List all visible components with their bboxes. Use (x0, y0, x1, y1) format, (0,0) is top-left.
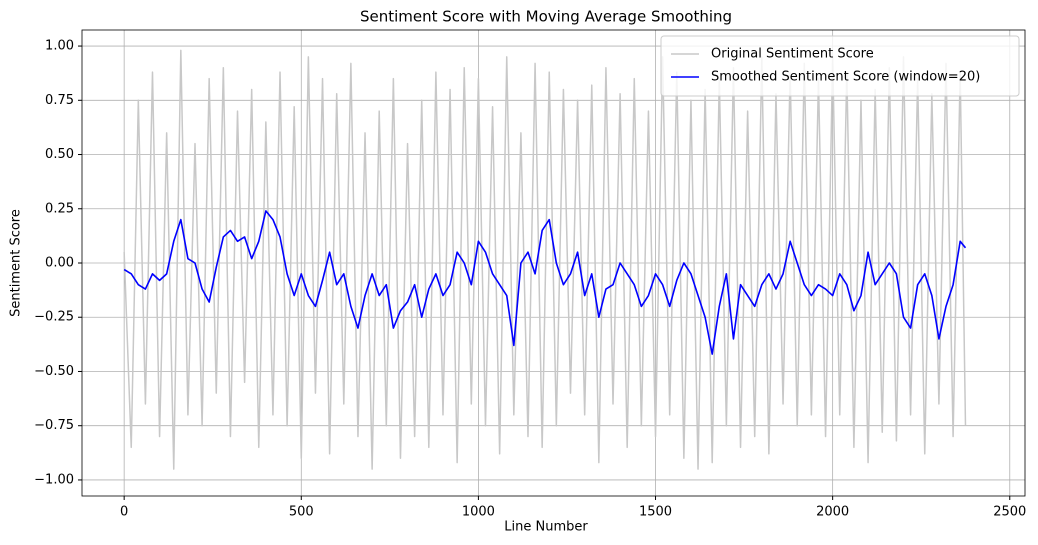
y-tick-label: 0.25 (45, 201, 74, 216)
y-tick-label: 0.50 (45, 147, 74, 162)
legend-label: Original Sentiment Score (711, 47, 874, 62)
series-line (123, 210, 967, 355)
x-tick-label: 500 (289, 505, 314, 520)
plot-frame (81, 29, 1026, 497)
x-tick-label: 1000 (462, 505, 495, 520)
legend-label: Smoothed Sentiment Score (window=20) (711, 70, 980, 85)
legend-box (660, 35, 1020, 97)
y-tick-label: 0.75 (45, 93, 74, 108)
x-tick-label: 2000 (816, 505, 849, 520)
chart-title: Sentiment Score with Moving Average Smoo… (360, 8, 732, 26)
y-tick-label: −0.25 (34, 310, 74, 325)
y-tick-label: 0.00 (45, 256, 74, 271)
y-tick-label: −0.50 (34, 364, 74, 379)
y-tick-label: 1.00 (45, 39, 74, 54)
x-tick-label: 2500 (993, 505, 1026, 520)
x-axis-label: Line Number (504, 520, 588, 535)
y-axis-label: Sentiment Score (9, 209, 24, 317)
x-tick-label: 1500 (639, 505, 672, 520)
x-tick-label: 0 (120, 505, 128, 520)
series-line (123, 49, 967, 470)
y-tick-label: −0.75 (34, 418, 74, 433)
y-tick-label: −1.00 (34, 472, 74, 487)
